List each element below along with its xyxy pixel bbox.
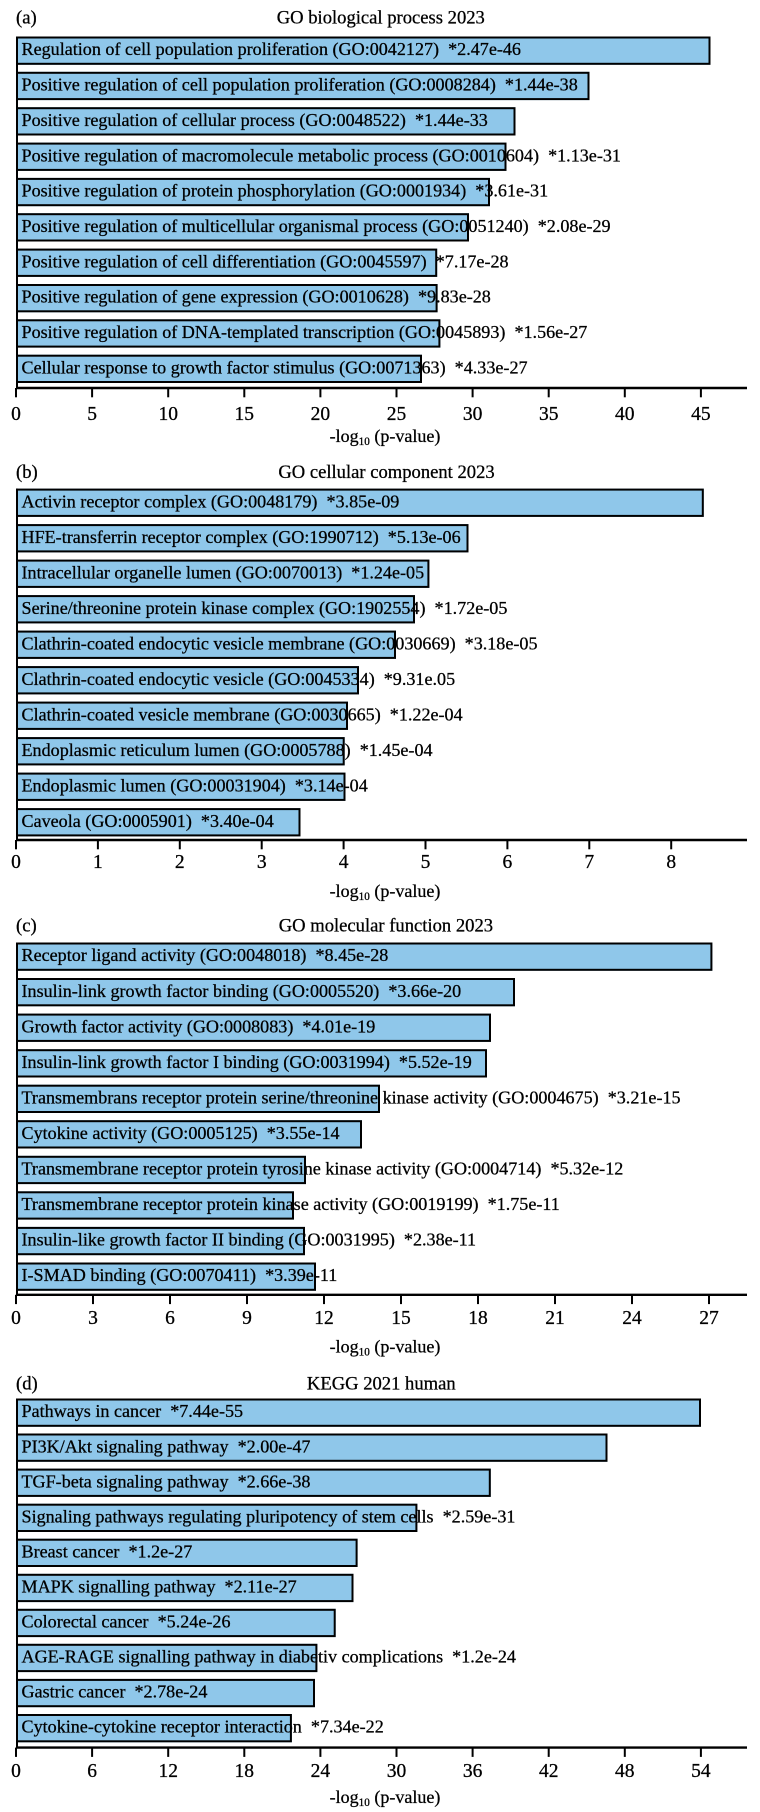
svg-text:(c): (c) [16, 916, 37, 937]
svg-text:7: 7 [584, 852, 594, 873]
svg-text:Cytokine activity (GO:0005125): Cytokine activity (GO:0005125) *3.55e-14 [22, 1123, 340, 1144]
svg-text:Gastric cancer *2.78e-24: Gastric cancer *2.78e-24 [22, 1682, 208, 1702]
svg-text:KEGG 2021 human: KEGG 2021 human [307, 1373, 456, 1394]
svg-text:-log10 (p-value): -log10 (p-value) [330, 426, 441, 448]
svg-text:54: 54 [691, 1761, 711, 1782]
svg-text:Positive regulation of macromo: Positive regulation of macromolecule met… [22, 145, 621, 166]
svg-text:0: 0 [11, 1308, 21, 1329]
svg-text:Endoplasmic reticulum lumen (G: Endoplasmic reticulum lumen (GO:0005788)… [22, 740, 433, 761]
svg-text:Transmembrane receptor protein: Transmembrane receptor protein tyrosine … [22, 1159, 624, 1180]
svg-text:25: 25 [387, 404, 407, 425]
svg-text:3: 3 [88, 1308, 98, 1329]
svg-text:Positive regulation of multice: Positive regulation of multicellular org… [22, 216, 611, 237]
svg-text:6: 6 [87, 1761, 97, 1782]
svg-text:3: 3 [257, 852, 267, 873]
svg-text:1: 1 [93, 852, 103, 873]
svg-text:5: 5 [421, 852, 431, 873]
svg-text:15: 15 [235, 404, 255, 425]
svg-text:Positive regulation of cell di: Positive regulation of cell differentiat… [22, 251, 509, 272]
svg-text:Colorectal cancer *5.24e-26: Colorectal cancer *5.24e-26 [22, 1612, 231, 1632]
svg-text:PI3K/Akt signaling pathway *2: PI3K/Akt signaling pathway *2.00e-47 [22, 1436, 311, 1456]
svg-text:30: 30 [387, 1761, 407, 1782]
svg-text:Insulin-link growth factor bin: Insulin-link growth factor binding (GO:0… [22, 981, 462, 1002]
svg-text:24: 24 [622, 1308, 642, 1329]
svg-text:0: 0 [11, 404, 21, 425]
svg-text:AGE-RAGE signalling pathway in: AGE-RAGE signalling pathway in diabetiv … [22, 1647, 516, 1667]
svg-text:(d): (d) [16, 1373, 38, 1394]
svg-text:4: 4 [339, 852, 349, 873]
svg-text:12: 12 [158, 1761, 178, 1782]
svg-text:6: 6 [503, 852, 513, 873]
svg-text:42: 42 [539, 1761, 559, 1782]
svg-text:Clathrin-coated endocytic vesi: Clathrin-coated endocytic vesicle membra… [22, 633, 538, 654]
svg-text:HFE-transferrin receptor compl: HFE-transferrin receptor complex (GO:199… [22, 527, 461, 548]
svg-text:Cytokine-cytokine receptor int: Cytokine-cytokine receptor interaction *… [22, 1717, 384, 1737]
svg-text:35: 35 [539, 404, 559, 425]
svg-text:-log10 (p-value): -log10 (p-value) [330, 1336, 441, 1358]
svg-text:GO molecular function 2023: GO molecular function 2023 [279, 916, 493, 937]
svg-text:48: 48 [615, 1761, 635, 1782]
svg-text:Clathrin-coated endocytic vesi: Clathrin-coated endocytic vesicle (GO:00… [22, 669, 456, 690]
svg-text:Transmembrane receptor protein: Transmembrane receptor protein kinase ac… [22, 1194, 560, 1215]
svg-text:Positive regulation of cell po: Positive regulation of cell population p… [22, 75, 578, 96]
svg-text:I-SMAD binding (GO:0070411) *: I-SMAD binding (GO:0070411) *3.39e-11 [22, 1265, 338, 1286]
svg-text:(a): (a) [16, 7, 37, 28]
svg-text:30: 30 [463, 404, 483, 425]
svg-text:Serine/threonine protein kinas: Serine/threonine protein kinase complex … [22, 598, 508, 619]
svg-text:0: 0 [11, 1761, 21, 1782]
svg-text:Cellular response to growth fa: Cellular response to growth factor stimu… [22, 357, 528, 378]
svg-text:Caveola (GO:0005901) *3.40e-0: Caveola (GO:0005901) *3.40e-04 [22, 811, 274, 832]
svg-text:Regulation of cell population: Regulation of cell population proliferat… [22, 39, 521, 60]
svg-text:Clathrin-coated vesicle membra: Clathrin-coated vesicle membrane (GO:003… [22, 704, 463, 725]
svg-text:21: 21 [545, 1308, 565, 1329]
svg-text:Signaling pathways regulating: Signaling pathways regulating pluripoten… [22, 1506, 516, 1526]
svg-text:Transmembrans receptor protein: Transmembrans receptor protein serine/th… [22, 1088, 681, 1109]
svg-text:Intracellular organelle lumen: Intracellular organelle lumen (GO:007001… [22, 562, 425, 583]
svg-text:18: 18 [235, 1761, 255, 1782]
svg-text:Positive regulation of DNA-tem: Positive regulation of DNA-templated tra… [22, 322, 588, 343]
svg-text:40: 40 [615, 404, 635, 425]
svg-text:Endoplasmic lumen (GO:00031904: Endoplasmic lumen (GO:00031904) *3.14e-0… [22, 775, 368, 796]
svg-text:10: 10 [158, 404, 178, 425]
svg-text:Positive regulation of protein: Positive regulation of protein phosphory… [22, 181, 549, 202]
svg-text:Pathways in cancer *7.44e-55: Pathways in cancer *7.44e-55 [22, 1401, 244, 1421]
svg-text:27: 27 [699, 1308, 719, 1329]
svg-text:-log10 (p-value): -log10 (p-value) [330, 881, 441, 903]
svg-text:-log10 (p-value): -log10 (p-value) [330, 1787, 441, 1809]
svg-text:GO cellular component 2023: GO cellular component 2023 [278, 462, 494, 483]
svg-text:15: 15 [391, 1308, 411, 1329]
svg-text:0: 0 [11, 852, 21, 873]
svg-text:36: 36 [463, 1761, 483, 1782]
svg-text:Positive regulation of gene ex: Positive regulation of gene expression (… [22, 287, 491, 308]
svg-text:Receptor ligand activity (GO:0: Receptor ligand activity (GO:0048018) *8… [22, 945, 389, 966]
svg-text:9: 9 [242, 1308, 252, 1329]
svg-text:Growth factor activity (GO:000: Growth factor activity (GO:0008083) *4.0… [22, 1016, 376, 1037]
svg-text:TGF-beta signaling pathway *2: TGF-beta signaling pathway *2.66e-38 [22, 1471, 311, 1491]
svg-text:8: 8 [666, 852, 676, 873]
svg-text:6: 6 [165, 1308, 175, 1329]
svg-text:Insulin-like growth factor II: Insulin-like growth factor II binding (G… [22, 1230, 477, 1251]
svg-text:Breast cancer *1.2e-27: Breast cancer *1.2e-27 [22, 1542, 193, 1562]
svg-text:45: 45 [691, 404, 711, 425]
svg-text:5: 5 [87, 404, 97, 425]
svg-text:Insulin-link growth factor I b: Insulin-link growth factor I binding (GO… [22, 1052, 472, 1073]
svg-text:2: 2 [175, 852, 185, 873]
svg-text:20: 20 [311, 404, 331, 425]
svg-text:24: 24 [311, 1761, 331, 1782]
svg-text:Activin receptor complex (GO:0: Activin receptor complex (GO:0048179) *3… [22, 491, 400, 512]
svg-text:12: 12 [314, 1308, 334, 1329]
svg-text:MAPK signalling pathway *2.11: MAPK signalling pathway *2.11e-27 [22, 1577, 297, 1597]
svg-text:18: 18 [468, 1308, 488, 1329]
svg-text:GO biological process 2023: GO biological process 2023 [277, 7, 485, 28]
svg-text:Positive regulation of cellula: Positive regulation of cellular process … [22, 110, 488, 131]
svg-text:(b): (b) [16, 462, 38, 483]
